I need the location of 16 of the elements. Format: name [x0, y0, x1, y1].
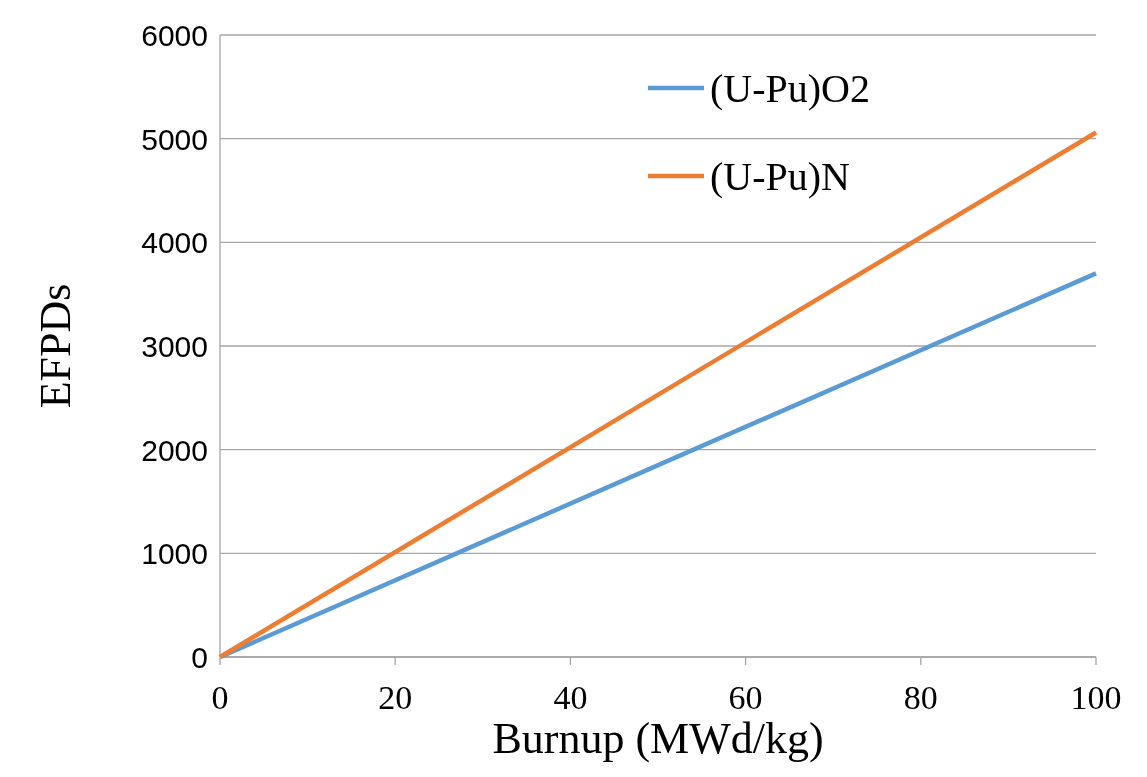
x-tick-label: 20 [378, 679, 413, 716]
x-tick-label: 80 [903, 679, 938, 716]
y-axis-title: EFPDs [31, 283, 80, 409]
legend-label: (U-Pu)O2 [710, 66, 870, 111]
legend-label: (U-Pu)N [710, 154, 850, 199]
y-tick-label: 3000 [141, 330, 208, 363]
y-tick-label: 6000 [141, 19, 208, 52]
x-tick-label: 40 [553, 679, 588, 716]
x-axis-title: Burnup (MWd/kg) [492, 714, 824, 763]
y-tick-label: 1000 [141, 537, 208, 571]
y-tick-label: 4000 [141, 226, 208, 260]
x-tick-label: 60 [728, 679, 763, 716]
x-tick-label: 100 [1070, 679, 1122, 716]
y-tick-label: 0 [191, 641, 208, 674]
y-tick-label: 5000 [141, 122, 208, 156]
y-tick-label: 2000 [141, 433, 208, 467]
